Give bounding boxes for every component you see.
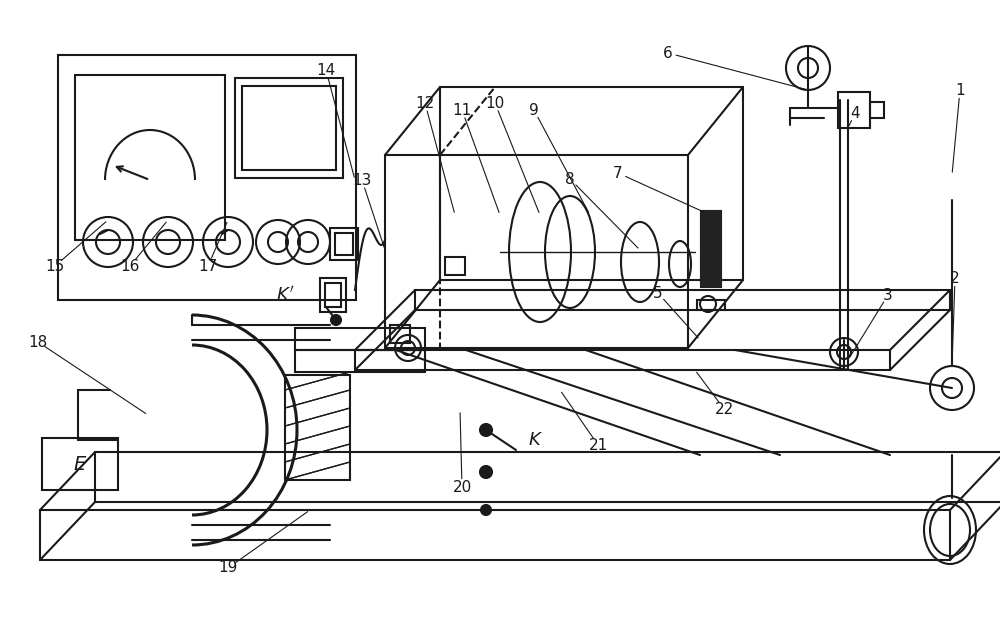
Text: 6: 6 (663, 46, 673, 61)
Circle shape (331, 315, 341, 325)
Bar (700, 210, 722, 288)
Text: 15: 15 (45, 258, 65, 274)
Bar (235, 78, 343, 178)
Bar (320, 278, 346, 312)
Text: $E$: $E$ (73, 455, 87, 475)
Text: 11: 11 (452, 102, 472, 117)
Bar (335, 233, 353, 255)
Bar (325, 283, 341, 307)
Text: 18: 18 (28, 334, 48, 350)
Bar (295, 350, 425, 372)
Bar (42, 438, 118, 490)
Text: 14: 14 (316, 62, 336, 77)
Text: 3: 3 (883, 287, 893, 303)
Bar (58, 55, 356, 300)
Text: 10: 10 (485, 95, 505, 111)
Text: 8: 8 (565, 171, 575, 187)
Bar (330, 228, 358, 260)
Text: 19: 19 (218, 560, 238, 576)
Text: 22: 22 (714, 401, 734, 417)
Circle shape (480, 424, 492, 436)
Text: 21: 21 (588, 437, 608, 453)
Text: 4: 4 (850, 106, 860, 120)
Text: $K$: $K$ (528, 431, 542, 449)
Circle shape (481, 505, 491, 515)
Text: 13: 13 (352, 173, 372, 187)
Circle shape (480, 466, 492, 478)
Bar (242, 86, 336, 170)
Text: 2: 2 (950, 270, 960, 285)
Text: 9: 9 (529, 102, 539, 117)
Bar (75, 75, 225, 240)
Bar (870, 102, 884, 118)
Text: 12: 12 (415, 95, 435, 111)
Text: 7: 7 (613, 166, 623, 180)
Text: 16: 16 (120, 258, 140, 274)
Text: 1: 1 (955, 82, 965, 97)
Text: 20: 20 (452, 480, 472, 495)
Text: 17: 17 (198, 258, 218, 274)
Text: 5: 5 (653, 285, 663, 301)
Bar (838, 92, 870, 128)
Bar (295, 328, 425, 350)
Bar (285, 375, 350, 480)
Bar (445, 257, 465, 275)
Bar (390, 325, 410, 343)
Text: $K'$: $K'$ (276, 285, 294, 305)
Bar (697, 300, 725, 310)
